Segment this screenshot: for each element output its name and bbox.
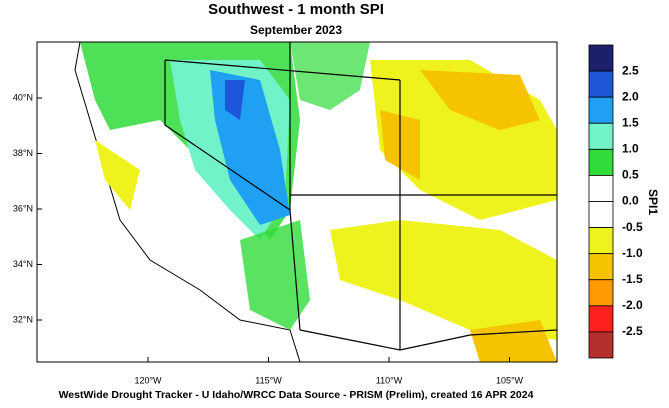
colorbar-label: -2.0 [622, 298, 643, 312]
map-area [36, 41, 558, 363]
title: Southwest - 1 month SPI [208, 1, 384, 18]
lon-label: 110°W [376, 375, 403, 385]
colorbar-label: 1.0 [622, 142, 639, 156]
colorbar-box [588, 331, 614, 359]
lat-label: 32°N [13, 314, 33, 324]
colorbar-box [588, 148, 614, 176]
subtitle: September 2023 [250, 23, 342, 37]
lat-label: 38°N [13, 148, 33, 158]
colorbar-box [588, 253, 614, 281]
colorbar-label: 2.5 [622, 63, 639, 77]
lon-label: 105°W [496, 375, 524, 385]
colorbar-label: 2.0 [622, 89, 639, 103]
colorbar-label: -2.5 [622, 324, 643, 338]
lat-label: 40°N [13, 92, 33, 102]
colorbar-label: -1.5 [622, 272, 643, 286]
colorbar-box [588, 227, 614, 255]
colorbar-box [588, 305, 614, 333]
lon-label: 115°W [255, 375, 282, 385]
colorbar-box [588, 44, 614, 72]
colorbar-box [588, 96, 614, 124]
lat-label: 34°N [13, 259, 33, 269]
colorbar-box [588, 70, 614, 98]
lat-label: 36°N [13, 203, 33, 213]
colorbar-label: -1.0 [622, 246, 643, 260]
colorbar-title: SPI1 [646, 189, 660, 215]
colorbar-box [588, 279, 614, 307]
footer: WestWide Drought Tracker - U Idaho/WRCC … [59, 389, 534, 401]
colorbar-label: -0.5 [622, 220, 643, 234]
colorbar: 2.5 2.0 1.5 1.0 0.5 0.0 -0.5 -1.0 -1.5 -2.0 -2.5 [588, 44, 643, 359]
colorbar-box [588, 122, 614, 150]
latitude-labels: 40°N 38°N 36°N 34°N 32°N [13, 92, 42, 324]
colorbar-box [588, 201, 614, 228]
colorbar-label: 0.0 [622, 194, 639, 208]
colorbar-label: 0.5 [622, 168, 639, 182]
colorbar-box [588, 175, 614, 202]
longitude-labels: 120°W 115°W 110°W 105°W [134, 357, 524, 385]
lon-label: 120°W [134, 375, 162, 385]
colorbar-label: 1.5 [622, 115, 639, 129]
